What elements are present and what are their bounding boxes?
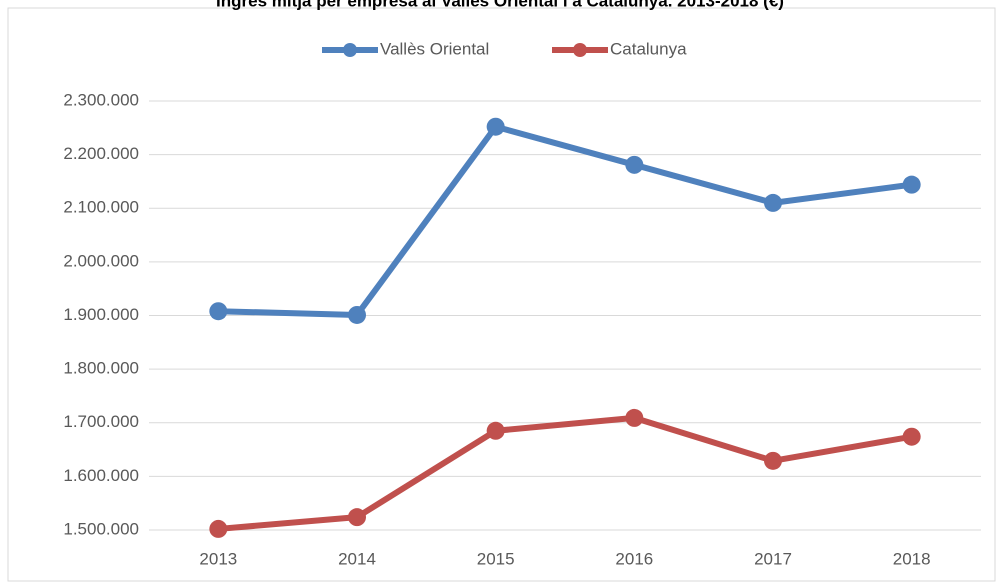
data-point [209,302,228,321]
y-tick-label: 2.200.000 [63,144,139,163]
x-tick-label: 2016 [615,549,653,568]
y-tick-label: 1.900.000 [63,305,139,324]
series-line [218,414,913,532]
y-tick-label: 2.300.000 [63,90,139,109]
chart-border [7,7,996,582]
y-tick-label: 1.500.000 [63,519,139,538]
data-point [486,421,505,440]
y-tick-label: 1.800.000 [63,359,139,378]
y-tick-label: 2.000.000 [63,251,139,270]
data-point [902,427,921,446]
legend-label: Vallès Oriental [380,39,489,58]
legend-marker [573,43,587,57]
y-tick-label: 1.700.000 [63,412,139,431]
legend-label: Catalunya [610,39,687,58]
series-line [218,123,913,318]
x-tick-label: 2017 [754,549,792,568]
data-point [348,508,366,527]
data-point [764,451,782,470]
x-tick-label: 2014 [338,549,376,568]
data-point [625,155,644,174]
x-tick-label: 2015 [477,549,515,568]
legend-marker [343,43,357,57]
data-point [348,305,366,324]
data-point [625,408,644,427]
x-tick-label: 2018 [893,549,931,568]
data-point [209,519,228,538]
y-tick-label: 2.100.000 [63,198,139,217]
data-point [486,117,505,136]
y-tick-label: 1.600.000 [63,466,139,485]
data-point [902,175,921,194]
data-point [764,193,782,212]
chart-title: Ingrés mitjà per empresa al Vallès Orien… [216,0,784,10]
x-tick-label: 2013 [199,549,237,568]
